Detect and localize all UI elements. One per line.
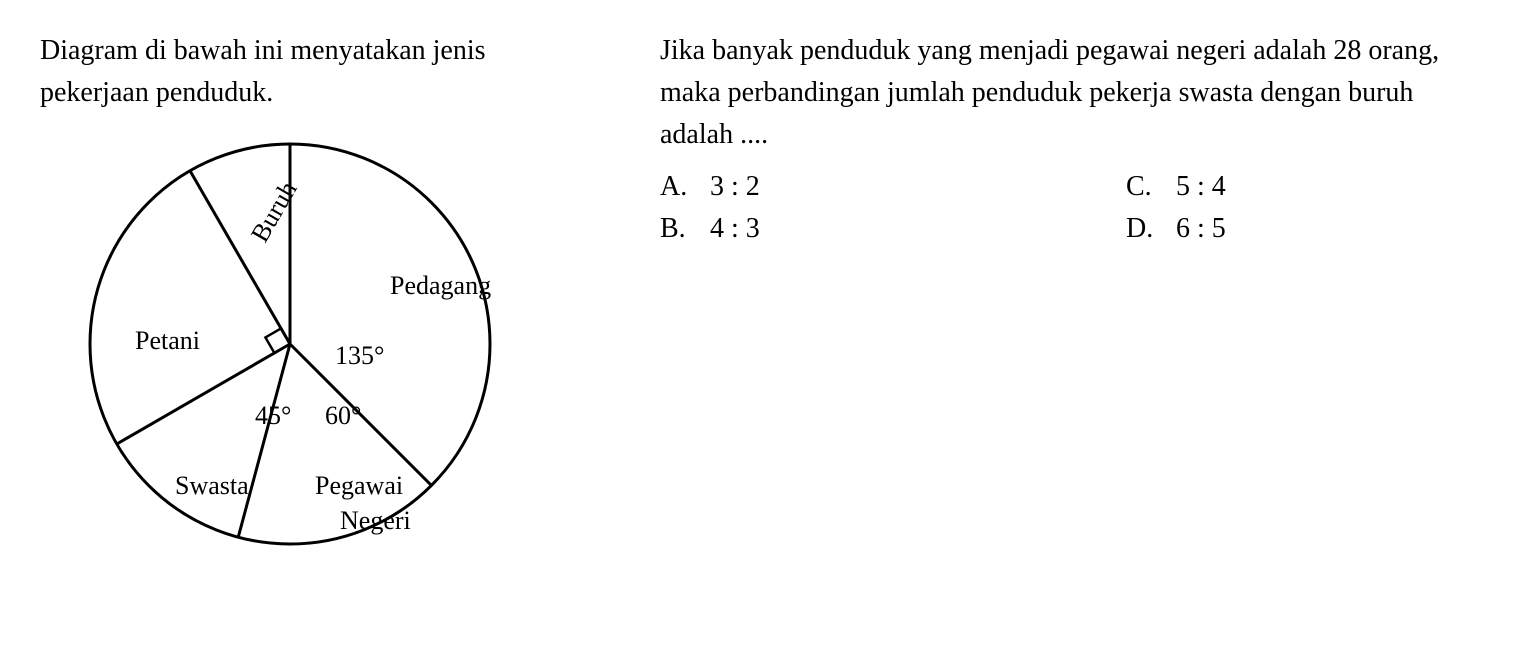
svg-text:60°: 60°	[325, 401, 361, 430]
option-letter: B.	[660, 213, 690, 245]
svg-text:Pegawai: Pegawai	[315, 471, 403, 500]
svg-text:Petani: Petani	[135, 326, 200, 355]
svg-text:135°: 135°	[335, 341, 384, 370]
svg-text:45°: 45°	[255, 401, 291, 430]
option-letter: D.	[1126, 213, 1156, 245]
option-c: C. 5 : 4	[1126, 171, 1492, 203]
option-a: A. 3 : 2	[660, 171, 1026, 203]
svg-text:Negeri: Negeri	[340, 506, 411, 535]
option-letter: A.	[660, 171, 690, 203]
option-value: 4 : 3	[710, 213, 760, 245]
svg-text:Pedagang: Pedagang	[390, 271, 491, 300]
option-b: B. 4 : 3	[660, 213, 1026, 245]
option-letter: C.	[1126, 171, 1156, 203]
option-value: 6 : 5	[1176, 213, 1226, 245]
options-grid: A. 3 : 2 C. 5 : 4 B. 4 : 3 D. 6 : 5	[660, 171, 1492, 245]
option-value: 5 : 4	[1176, 171, 1226, 203]
question-text: Jika banyak penduduk yang menjadi pegawa…	[660, 30, 1492, 156]
pie-chart-container: Pedagang 135° Pegawai Negeri 60° Swasta 45° Pet…	[40, 134, 600, 564]
svg-text:Swasta: Swasta	[175, 471, 249, 500]
option-d: D. 6 : 5	[1126, 213, 1492, 245]
pie-chart: Pedagang 135° Pegawai Negeri 60° Swasta 45° Pet…	[80, 134, 500, 564]
intro-text: Diagram di bawah ini menyatakan jenis pe…	[40, 30, 600, 114]
option-value: 3 : 2	[710, 171, 760, 203]
